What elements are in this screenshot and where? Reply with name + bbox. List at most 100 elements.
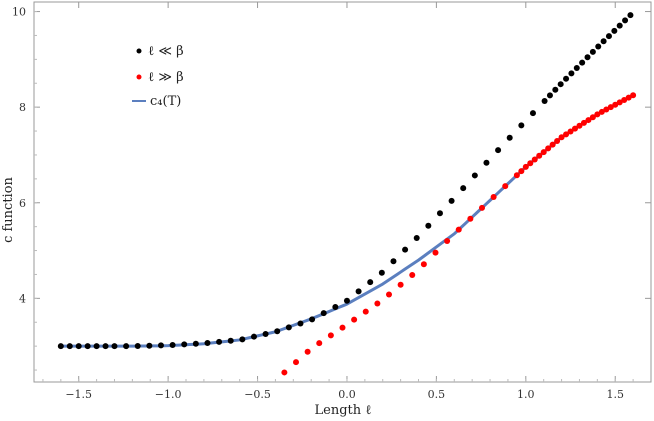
series-c4-line-group — [60, 93, 634, 348]
series-l-ll-beta-point — [506, 134, 513, 141]
series-l-ll-beta-point — [262, 331, 269, 338]
series-l-ll-beta-point — [192, 340, 199, 347]
series-l-gg-beta-point — [594, 111, 601, 118]
y-axis-ticks: 4 6 8 10 — [12, 6, 651, 371]
series-l-ll-beta-point — [343, 297, 350, 304]
series-l-gg-beta-point — [621, 96, 628, 103]
series-l-gg-beta-point — [540, 149, 547, 156]
x-axis-title: Length ℓ — [315, 403, 372, 418]
series-l-gg-beta-point — [327, 332, 334, 339]
y-tick-label: 8 — [19, 101, 26, 114]
series-l-ll-beta-point — [274, 328, 281, 335]
x-tick-label: 0.5 — [428, 388, 446, 401]
series-l-gg-beta-point — [580, 119, 587, 126]
x-tick-label: 1.5 — [606, 388, 624, 401]
series-l-ll-beta-point — [483, 159, 490, 166]
series-l-gg-beta-point — [281, 369, 288, 376]
series-l-ll-beta-point — [75, 343, 82, 350]
series-l-gg-beta-point — [351, 316, 358, 323]
series-l-ll-beta-point — [146, 342, 153, 349]
series-l-ll-beta-point — [589, 48, 596, 55]
series-l-gg-beta-point — [339, 324, 346, 331]
series-l-gg-beta-point — [607, 104, 614, 111]
series-l-ll-beta-point — [611, 27, 618, 34]
series-c4-line — [60, 93, 634, 348]
series-l-ll-beta-point — [93, 343, 100, 350]
series-l-gg-beta-point — [293, 359, 300, 366]
series-l-ll-beta-point — [309, 316, 316, 323]
y-tick-label: 10 — [12, 6, 26, 19]
y-tick-label: 4 — [19, 292, 26, 305]
series-l-ll-beta-point — [181, 341, 188, 348]
series-l-gg-beta-point — [554, 137, 561, 144]
series-l-gg-beta-point — [563, 131, 570, 138]
series-l-gg-beta-point — [616, 99, 623, 106]
series-l-gg-beta-point — [536, 152, 543, 159]
series-l-ll-beta-point — [595, 43, 602, 50]
series-l-ll-beta-point — [250, 333, 257, 340]
series-l-ll-beta-point — [297, 320, 304, 327]
series-l-ll-beta-group — [57, 12, 634, 350]
series-l-ll-beta-point — [518, 122, 525, 129]
y-axis-title: c function — [1, 176, 16, 242]
series-l-ll-beta-point — [123, 343, 130, 350]
series-l-ll-beta-point — [320, 310, 327, 317]
series-l-ll-beta-point — [616, 22, 623, 29]
series-l-gg-beta-point — [502, 183, 509, 190]
series-l-ll-beta-point — [169, 341, 176, 348]
x-tick-label: −1.5 — [65, 388, 92, 401]
series-l-gg-beta-point — [374, 300, 381, 307]
series-l-ll-beta-point — [355, 288, 362, 295]
series-l-gg-beta-point — [444, 237, 451, 244]
series-l-gg-beta-point — [304, 348, 311, 355]
x-axis-ticks: −1.5 −1.0 −0.5 0.0 0.5 1.0 1.5 — [42, 2, 634, 401]
series-l-ll-beta-point — [216, 338, 223, 345]
y-tick-label: 6 — [19, 197, 26, 210]
series-l-gg-beta-point — [630, 92, 637, 99]
series-l-ll-beta-point — [448, 197, 455, 204]
series-l-gg-beta-point — [316, 340, 323, 347]
series-l-gg-beta-point — [490, 194, 497, 201]
x-tick-label: 1.0 — [517, 388, 535, 401]
series-l-ll-beta-point — [471, 172, 478, 179]
legend-marker-red — [136, 74, 142, 80]
series-l-ll-beta-point — [134, 343, 141, 350]
series-l-gg-beta-point — [598, 108, 605, 115]
series-l-gg-beta-point — [567, 128, 574, 135]
series-l-ll-beta-point — [568, 70, 575, 77]
x-tick-label: −1.0 — [155, 388, 182, 401]
series-l-gg-beta-point — [585, 117, 592, 124]
series-l-ll-beta-point — [573, 65, 580, 72]
series-l-ll-beta-point — [390, 258, 397, 265]
series-l-ll-beta-point — [111, 343, 118, 350]
series-l-ll-beta-point — [84, 343, 91, 350]
series-l-ll-beta-point — [204, 339, 211, 346]
series-l-ll-beta-point — [627, 12, 634, 19]
series-l-ll-beta-point — [57, 343, 64, 350]
series-l-gg-beta-point — [545, 145, 552, 152]
series-l-ll-beta-point — [460, 185, 467, 192]
series-l-ll-beta-point — [332, 303, 339, 310]
series-l-ll-beta-point — [622, 17, 629, 24]
series-l-ll-beta-point — [413, 235, 420, 242]
series-l-gg-beta-point — [527, 160, 534, 167]
series-l-ll-beta-point — [157, 342, 164, 349]
series-l-gg-beta-point — [612, 101, 619, 108]
x-tick-label: −0.5 — [244, 388, 271, 401]
series-l-gg-beta-point — [432, 249, 439, 256]
series-l-gg-beta-point — [397, 281, 404, 288]
legend-label-series-1: ℓ ≪ β — [148, 44, 184, 59]
legend-label-series-3: c₄(T) — [150, 94, 181, 109]
series-l-gg-beta-point — [589, 114, 596, 121]
series-l-ll-beta-point — [378, 269, 385, 276]
series-l-gg-beta-point — [409, 271, 416, 278]
series-l-ll-beta-point — [367, 279, 374, 286]
series-l-gg-beta-point — [420, 261, 427, 268]
series-l-gg-beta-point — [522, 163, 529, 170]
series-l-ll-beta-point — [605, 33, 612, 40]
series-l-ll-beta-point — [600, 38, 607, 45]
series-l-ll-beta-point — [102, 343, 109, 350]
legend-label-series-2: ℓ ≫ β — [148, 70, 184, 85]
series-l-ll-beta-point — [579, 59, 586, 66]
